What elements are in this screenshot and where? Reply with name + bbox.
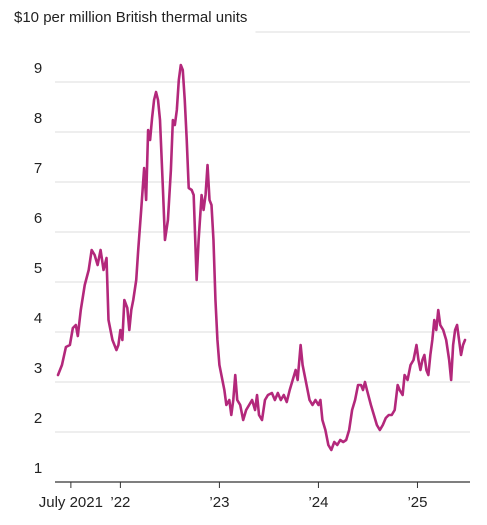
y-tick-label: 4	[34, 310, 42, 327]
y-tick-label: 1	[34, 460, 42, 477]
y-tick-label: 6	[34, 210, 42, 227]
x-tick-label: ’25	[407, 494, 427, 511]
x-tick-label: ’22	[110, 494, 130, 511]
x-tick-label: July 2021	[39, 494, 103, 511]
y-tick-label: $10 per million British thermal units	[14, 9, 247, 26]
y-tick-label: 5	[34, 260, 42, 277]
y-tick-label: 3	[34, 360, 42, 377]
y-tick-label: 2	[34, 410, 42, 427]
price-line	[56, 63, 467, 452]
x-tick-label: ’23	[209, 494, 229, 511]
y-tick-label: 7	[34, 160, 42, 177]
y-tick-label: 8	[34, 110, 42, 127]
x-tick-label: ’24	[308, 494, 328, 511]
y-tick-label: 9	[34, 60, 42, 77]
